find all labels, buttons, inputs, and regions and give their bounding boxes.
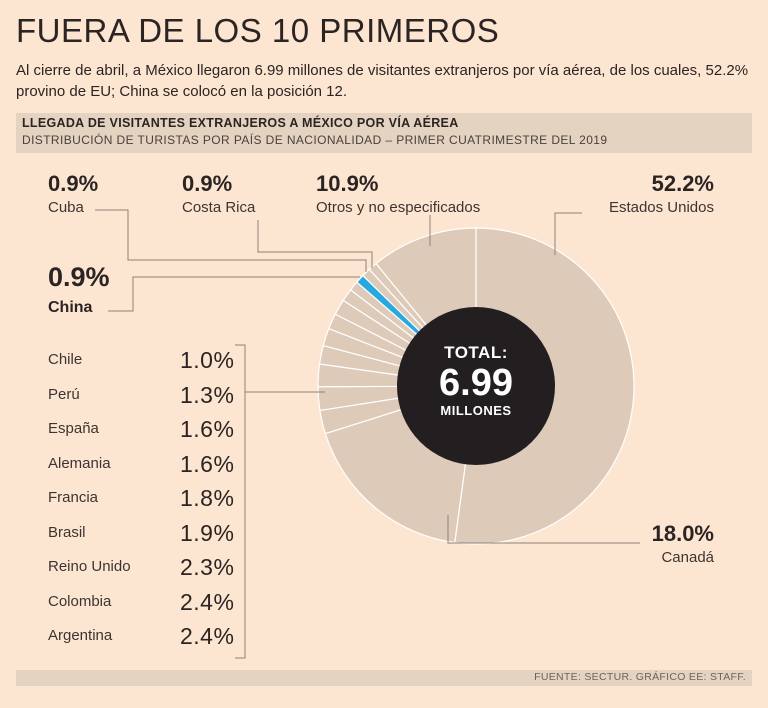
label-costa-rica-value: 0.9%	[182, 171, 233, 196]
list-reino-unido-name: Reino Unido	[48, 558, 131, 575]
list-reino-unido-value: 2.3%	[180, 554, 235, 580]
source-note: FUENTE: SECTUR. GRÁFICO EE: STAFF.	[534, 671, 746, 683]
label-china-name: China	[48, 299, 93, 316]
center-label: TOTAL: 6.99 MILLONES	[397, 343, 555, 418]
section-header: LLEGADA DE VISITANTES EXTRANJEROS A MÉXI…	[16, 113, 752, 153]
list-brasil-value: 1.9%	[180, 520, 235, 546]
label-estados-unidos-value: 52.2%	[651, 171, 714, 196]
leader-canada	[447, 515, 640, 544]
label-otros-value: 10.9%	[316, 171, 379, 196]
list-chile-name: Chile	[48, 351, 83, 368]
leader-cuba	[95, 209, 367, 272]
list-argentina-value: 2.4%	[180, 623, 235, 649]
center-top: TOTAL:	[444, 343, 508, 362]
label-estados-unidos-name: Estados Unidos	[608, 199, 714, 216]
intro-text: Al cierre de abril, a México llegaron 6.…	[16, 62, 749, 100]
list-espana-name: España	[48, 420, 99, 437]
center-disc	[397, 307, 555, 465]
leader-lines	[95, 209, 640, 659]
headline: FUERA DE LOS 10 PRIMEROS	[16, 12, 500, 49]
label-cuba-value: 0.9%	[48, 171, 99, 196]
donut-slices	[317, 227, 635, 545]
list-chile-value: 1.0%	[180, 347, 235, 373]
label-canada-value: 18.0%	[651, 521, 714, 546]
center-value: 6.99	[439, 362, 513, 404]
list-colombia-name: Colombia	[48, 593, 112, 610]
list-argentina-name: Argentina	[48, 627, 113, 644]
section-subtitle: DISTRIBUCIÓN DE TURISTAS POR PAÍS DE NAC…	[22, 133, 608, 147]
label-otros-name: Otros y no especificados	[316, 199, 481, 216]
list-peru-name: Perú	[48, 386, 80, 403]
list-espana-value: 1.6%	[180, 416, 235, 442]
center-bottom: MILLONES	[440, 403, 512, 418]
bracket-list	[235, 344, 246, 659]
label-canada-name: Canadá	[661, 549, 714, 566]
label-cuba-name: Cuba	[48, 199, 84, 216]
label-costa-rica-name: Costa Rica	[182, 199, 256, 216]
list-alemania-name: Alemania	[48, 455, 111, 472]
leader-costa-rica	[257, 220, 373, 268]
list-brasil-name: Brasil	[48, 524, 86, 541]
list-francia-value: 1.8%	[180, 485, 235, 511]
list-peru-value: 1.3%	[180, 382, 235, 408]
section-title: LLEGADA DE VISITANTES EXTRANJEROS A MÉXI…	[22, 116, 459, 130]
list-alemania-value: 1.6%	[180, 451, 235, 477]
leader-estados-unidos	[554, 212, 582, 255]
label-china-value: 0.9%	[48, 262, 110, 292]
list-colombia-value: 2.4%	[180, 589, 235, 615]
footer-bar: FUENTE: SECTUR. GRÁFICO EE: STAFF.	[16, 670, 752, 686]
list-francia-name: Francia	[48, 489, 99, 506]
leader-china	[108, 276, 360, 312]
